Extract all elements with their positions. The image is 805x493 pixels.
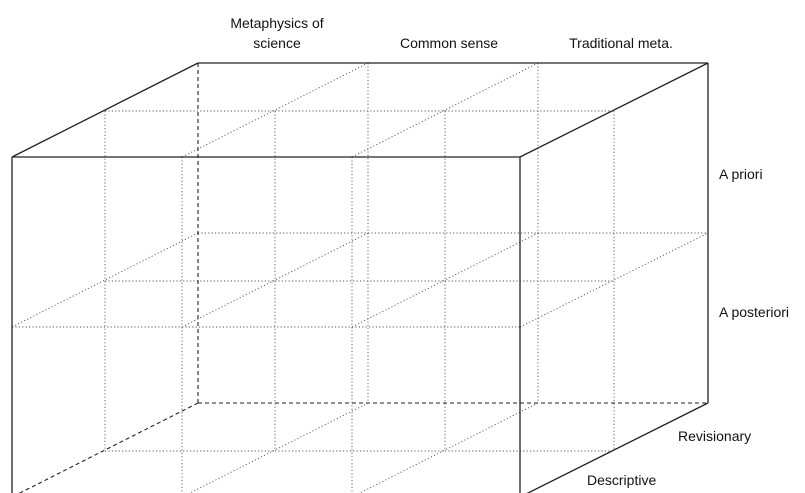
row-label-a-posteriori: A posteriori [719,304,789,320]
grid-line [188,402,369,493]
grid-line [11,232,199,328]
column-label-metaphysics-line-1: Metaphysics of [230,15,323,31]
depth-label-revisionary: Revisionary [678,428,751,444]
column-label-metaphysics-line-2: science [253,35,301,51]
grid-line [351,232,539,328]
grid-line [358,402,539,493]
hidden-edges [18,63,708,493]
grid-line [181,232,369,328]
grid-line [181,62,369,158]
edge [519,62,709,158]
grid-line [519,232,709,328]
edge [11,62,199,158]
column-label-traditional-meta: Traditional meta. [569,35,673,51]
row-label-a-priori: A priori [719,166,763,182]
labels: Metaphysics of science Common sense Trad… [230,15,789,488]
visible-edges [11,62,709,493]
dotted-grid [11,62,709,493]
depth-label-descriptive: Descriptive [587,472,656,488]
edge [526,402,709,493]
grid-line [351,62,539,158]
column-label-common-sense: Common sense [400,35,498,51]
